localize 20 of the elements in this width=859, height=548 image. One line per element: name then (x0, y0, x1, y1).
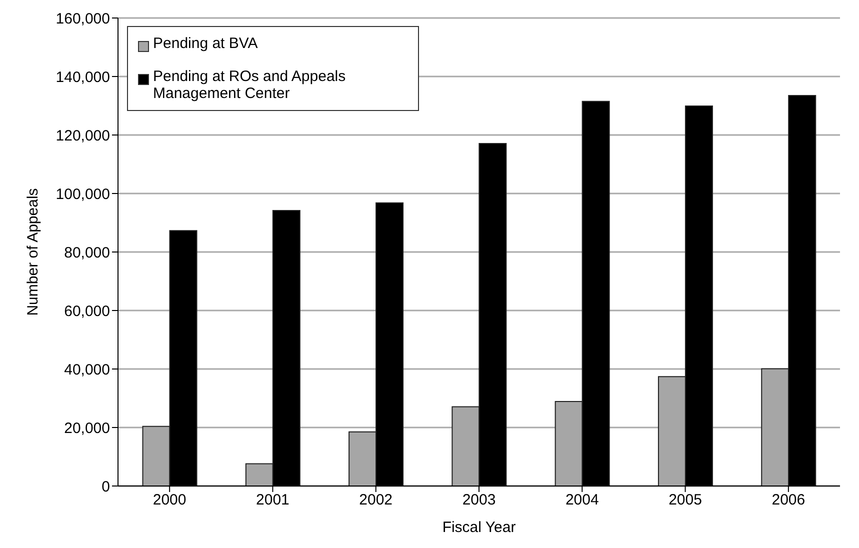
y-tick-label: 0 (102, 478, 110, 496)
y-tick-label: 100,000 (56, 186, 110, 203)
legend-label: Pending at ROs and Appeals Management Center (153, 68, 347, 102)
x-tick-label: 2006 (772, 492, 806, 509)
x-tick-label: 2002 (359, 492, 393, 509)
x-axis-title: Fiscal Year (442, 519, 516, 536)
y-tick-label: 160,000 (56, 10, 110, 28)
x-tick-label: 2000 (152, 492, 186, 509)
y-tick-label: 40,000 (64, 361, 110, 378)
y-tick-label: 60,000 (64, 302, 110, 320)
x-tick-label: 2005 (668, 492, 702, 509)
x-tick-label: 2003 (462, 492, 496, 509)
x-tick-label: 2004 (565, 492, 599, 509)
y-axis-title: Number of Appeals (24, 188, 42, 316)
x-tick-label: 2001 (256, 492, 290, 509)
y-tick-label: 140,000 (56, 68, 110, 86)
legend-label: Pending at BVA (153, 35, 258, 52)
y-tick-label: 120,000 (56, 127, 110, 144)
y-tick-label: 20,000 (64, 420, 110, 437)
y-tick-label: 80,000 (64, 244, 110, 262)
